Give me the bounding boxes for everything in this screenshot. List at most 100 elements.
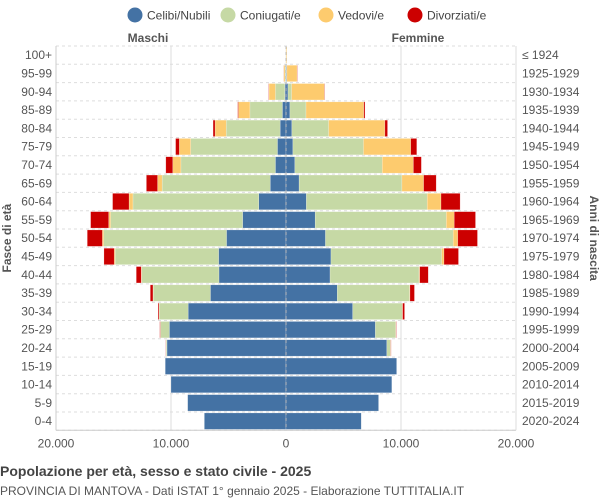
bar-female-coniugati-e [306,193,428,211]
bar-male-vedovi-e [128,193,134,211]
bar-female-celibi-nubili [285,156,296,174]
bar-female-divorziati-e [410,138,418,156]
bar-female-vedovi-e [286,46,288,64]
bar-male-divorziati-e [175,138,180,156]
bar-female-celibi-nubili [285,357,397,375]
bar-female-divorziati-e [384,119,388,137]
bar-male-coniugati-e [275,83,286,101]
bar-female-celibi-nubili [285,266,331,284]
y-axis-title-right: Anni di nascita [587,195,600,281]
x-tick-label: 20.000 [498,436,535,450]
bar-female-divorziati-e [409,284,415,302]
birth-year-label: 1980-1984 [522,268,580,282]
bar-female-coniugati-e [294,156,383,174]
x-tick-label: 20.000 [38,436,75,450]
age-label: 50-54 [21,231,52,245]
bar-female-divorziati-e [423,174,437,192]
bar-male-celibi-nubili [187,394,287,412]
bar-male-divorziati-e [90,211,109,229]
birth-year-label: 1940-1944 [522,121,580,135]
bar-male-coniugati-e [114,248,219,265]
bar-female-coniugati-e [375,321,396,339]
bar-male-divorziati-e [136,266,142,284]
age-label: 25-29 [21,323,52,337]
bar-male-divorziati-e [146,174,158,192]
bar-male-celibi-nubili [169,321,287,339]
bar-male-vedovi-e [214,119,227,137]
bar-female-vedovi-e [426,193,442,211]
bar-male-coniugati-e [153,284,211,302]
bar-female-coniugati-e [337,284,410,302]
bar-female-coniugati-e [325,229,454,247]
birth-year-label: 2000-2004 [522,341,580,355]
bar-female-divorziati-e [363,101,366,119]
bar-female-celibi-nubili [285,174,300,192]
bar-female-celibi-nubili [285,101,291,119]
bar-male-celibi-nubili [204,412,287,430]
bar-female-vedovi-e [452,229,459,247]
bar-female-celibi-nubili [285,412,362,430]
bar-male-vedovi-e [108,211,111,229]
birth-year-label: 1960-1964 [522,195,580,209]
birth-year-label: 2010-2014 [522,378,580,392]
bar-female-coniugati-e [330,248,442,265]
age-label: 65-69 [21,176,52,190]
legend-label: Divorziati/e [427,9,487,23]
bar-male-vedovi-e [283,65,286,82]
bar-female-coniugati-e [329,266,420,284]
bar-female-celibi-nubili [285,138,294,156]
legend-label: Vedovi/e [338,9,384,23]
bar-male-vedovi-e [172,156,182,174]
bar-male-coniugati-e [132,193,259,211]
bar-male-celibi-nubili [166,339,287,357]
bar-male-coniugati-e [141,266,220,284]
age-label: 90-94 [21,85,52,99]
bar-female-celibi-nubili [285,302,353,320]
birth-year-label: 1990-1994 [522,304,580,318]
bar-female-celibi-nubili [285,193,307,211]
age-label: 95-99 [21,66,52,80]
birth-year-label: 1975-1979 [522,249,580,263]
age-label: 100+ [25,48,52,62]
birth-year-label: 2005-2009 [522,359,580,373]
age-label: 70-74 [21,158,52,172]
birth-year-label: 1970-1974 [522,231,580,245]
bar-female-celibi-nubili [285,248,332,265]
right-label: Femmine [392,31,445,45]
birth-year-label: 1935-1939 [522,103,580,117]
bar-female-divorziati-e [457,229,478,247]
legend-marker [318,7,334,23]
bar-female-vedovi-e [382,156,414,174]
bar-female-coniugati-e [287,83,292,101]
birth-year-label: 1985-1989 [522,286,580,300]
bar-female-celibi-nubili [285,229,326,247]
bar-female-celibi-nubili [285,321,376,339]
bar-male-celibi-nubili [170,376,287,394]
bar-female-coniugati-e [289,101,307,119]
age-label: 55-59 [21,213,52,227]
population-pyramid: 100+ ≤ 1924 95-99 1925-1929 90-94 1930-1934 85… [0,7,600,450]
bar-male-coniugati-e [160,321,170,339]
bar-male-divorziati-e [237,101,239,119]
bar-female-celibi-nubili [285,284,338,302]
birth-year-label: 2015-2019 [522,396,580,410]
age-label: 0-4 [35,414,53,428]
bar-male-divorziati-e [87,229,103,247]
bar-male-celibi-nubili [242,211,287,229]
age-label: 40-44 [21,268,52,282]
bar-female-vedovi-e [363,138,412,156]
x-tick-label: 10.000 [153,436,190,450]
birth-year-label: 1965-1969 [522,213,580,227]
bar-female-celibi-nubili [285,211,316,229]
birth-year-label: 1925-1929 [522,66,580,80]
bar-male-vedovi-e [238,101,251,119]
chart-subtitle: PROVINCIA DI MANTOVA - Dati ISTAT 1° gen… [0,484,465,498]
birth-year-label: 1950-1954 [522,158,580,172]
age-label: 5-9 [35,396,53,410]
bar-male-coniugati-e [161,174,271,192]
bar-male-divorziati-e [112,193,130,211]
bar-male-coniugati-e [225,119,281,137]
bar-female-vedovi-e [446,211,455,229]
bar-female-divorziati-e [413,156,422,174]
bar-male-divorziati-e [150,284,154,302]
